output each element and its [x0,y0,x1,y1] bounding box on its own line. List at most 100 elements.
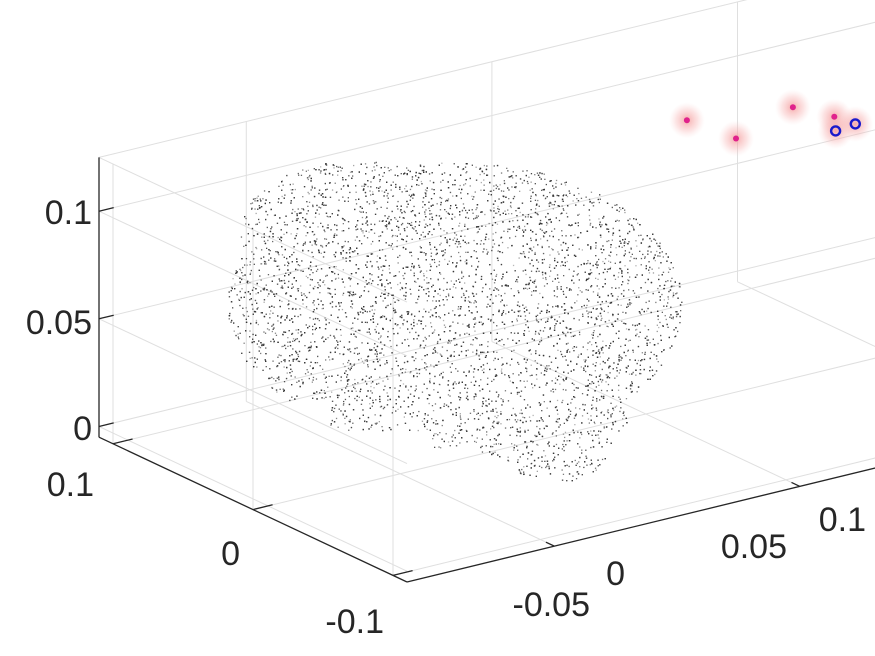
cloud-point [625,355,627,357]
cloud-point [325,396,327,398]
cloud-point [545,197,547,199]
cloud-point [410,371,412,373]
cloud-point [652,338,654,340]
cloud-point [667,271,670,273]
cloud-point [391,368,393,370]
cloud-point [657,245,659,247]
cloud-point [619,235,621,237]
cloud-point [307,178,309,181]
cloud-point [543,236,545,238]
cloud-point [474,300,476,302]
cloud-point [595,362,597,364]
cloud-point [304,295,306,297]
cloud-point [300,285,302,287]
cloud-point [659,242,661,244]
cloud-point [586,349,589,351]
cloud-point [380,405,383,408]
cloud-point [406,206,408,208]
cloud-point [303,225,305,227]
cloud-point [431,418,433,420]
cloud-point [473,326,475,328]
cloud-point [565,418,568,420]
cloud-point [494,212,497,214]
cloud-point [623,414,625,417]
cloud-point [411,224,413,227]
cloud-point [585,455,587,457]
cloud-point [629,388,632,390]
cloud-point [535,238,537,241]
cloud-point [609,365,611,367]
cloud-point [510,206,512,209]
cloud-point [542,277,544,279]
cloud-point [562,433,565,435]
cloud-point [600,236,602,238]
cloud-point [585,307,587,309]
cloud-point [380,405,383,408]
cloud-point [410,293,412,295]
cloud-point [336,229,338,231]
cloud-point [512,373,514,375]
cloud-point [448,260,450,262]
cloud-point [417,429,419,432]
cloud-point [449,288,451,290]
cloud-point [590,383,592,385]
cloud-point [566,419,568,422]
cloud-point [336,340,338,342]
cloud-point [667,326,669,328]
cloud-point [612,227,614,230]
cloud-point [607,268,609,270]
cloud-point [534,174,536,176]
cloud-point [561,200,564,202]
cloud-point [432,410,435,412]
cloud-point [449,395,451,397]
cloud-point [424,344,427,347]
cloud-point [371,392,373,394]
cloud-point [614,377,616,379]
cloud-point [387,192,389,195]
cloud-point [387,197,389,199]
cloud-point [415,352,417,354]
cloud-point [581,393,584,395]
cloud-point [587,316,589,318]
cloud-point [244,264,246,266]
cloud-point [622,322,625,324]
cloud-point [438,383,441,386]
cloud-point [603,262,606,265]
cloud-point [649,246,651,248]
cloud-point [628,289,630,291]
cloud-point [255,293,257,295]
cloud-point [563,293,565,295]
cloud-point [663,299,665,301]
cloud-point [533,246,535,248]
cloud-point [363,362,365,364]
cloud-point [529,276,531,279]
cloud-point [459,184,461,187]
cloud-point [529,263,531,265]
cloud-point [486,296,489,298]
cloud-point [352,322,354,324]
cloud-point [618,272,620,274]
cloud-point [433,352,435,354]
cloud-point [348,395,350,398]
cloud-point [628,279,630,282]
cloud-point [399,254,401,257]
cloud-point [392,406,394,408]
cloud-point [527,216,529,218]
cloud-point [320,222,322,224]
cloud-point [535,195,537,197]
cloud-point [592,363,594,365]
cloud-point [404,355,406,357]
cloud-point [329,288,331,290]
cloud-point [586,464,588,466]
cloud-point [325,168,327,171]
cloud-point [440,204,442,206]
cloud-point [483,164,485,167]
cloud-point [365,217,367,219]
cloud-point [306,213,308,215]
cloud-point [287,261,289,263]
cloud-point [493,243,496,245]
cloud-point [438,361,440,363]
cloud-point [404,272,406,275]
cloud-point [337,347,339,350]
cloud-point [242,313,244,316]
